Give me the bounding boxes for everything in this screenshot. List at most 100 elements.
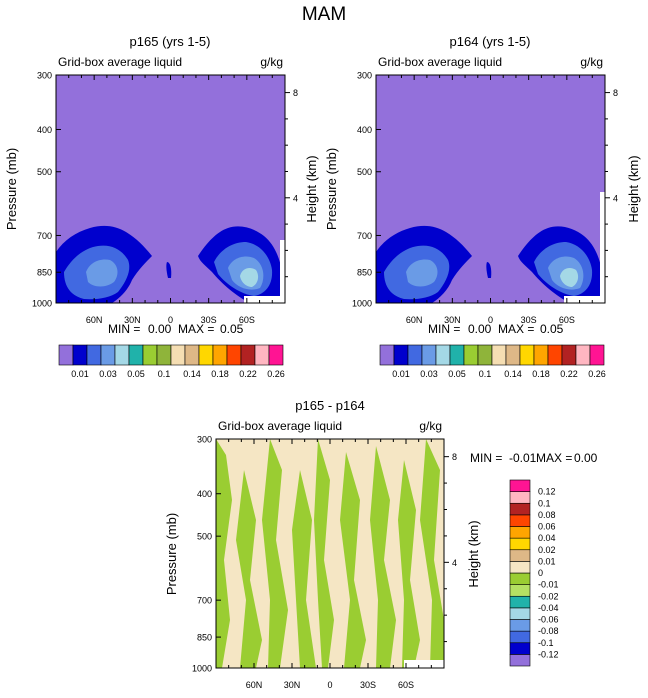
colorbar-label: 0.22 bbox=[560, 369, 578, 379]
min-value: 0.00 bbox=[148, 322, 172, 336]
x-tick-label: 30S bbox=[360, 680, 376, 690]
colorbar-swatch bbox=[170, 344, 186, 366]
colorbar-label: 0.14 bbox=[183, 369, 201, 379]
contour-band-0.05 bbox=[406, 259, 438, 287]
colorbar-label: 0.01 bbox=[392, 369, 410, 379]
max-label: MAX = bbox=[178, 322, 214, 336]
max-value: 0.05 bbox=[540, 322, 564, 336]
colorbar-swatch bbox=[589, 344, 605, 366]
y-axis-right-label: Height (km) bbox=[466, 520, 481, 587]
colorbar-swatch bbox=[184, 344, 200, 366]
main-title: MAM bbox=[302, 4, 346, 25]
colorbar-swatch bbox=[198, 344, 214, 366]
max-value: 0.00 bbox=[574, 451, 598, 465]
colorbar-swatch bbox=[509, 654, 531, 667]
y-right-tick-label: 8 bbox=[293, 88, 298, 98]
colorbar-label: 0.01 bbox=[538, 556, 556, 566]
contour-band-0.05 bbox=[86, 259, 118, 287]
min-value: 0.00 bbox=[468, 322, 492, 336]
colorbar-swatch bbox=[509, 595, 531, 609]
min-value: -0.01 bbox=[509, 451, 537, 465]
colorbar-swatch bbox=[509, 584, 531, 597]
colorbar-swatch bbox=[449, 344, 465, 366]
min-label: MIN = bbox=[470, 451, 502, 465]
colorbar-swatch bbox=[509, 549, 531, 562]
colorbar-label: 0.02 bbox=[538, 545, 556, 555]
colorbar-label: 0.05 bbox=[127, 369, 145, 379]
colorbar-label: 0.1 bbox=[479, 369, 492, 379]
colorbar-swatch bbox=[100, 344, 116, 366]
variable-label: Grid-box average liquid bbox=[58, 55, 182, 69]
colorbar-swatch bbox=[509, 561, 531, 574]
colorbar-swatch bbox=[421, 344, 437, 366]
colorbar-swatch bbox=[240, 344, 256, 366]
colorbar-label: 0.03 bbox=[420, 369, 438, 379]
y-tick-label: 400 bbox=[37, 125, 52, 135]
x-tick-label: 60N bbox=[246, 680, 263, 690]
panel-p165: p165 (yrs 1-5) Grid-box average liquid g… bbox=[4, 34, 319, 379]
colorbar-swatch bbox=[491, 344, 507, 366]
colorbar-label: 0.26 bbox=[267, 369, 285, 379]
colorbar-swatch bbox=[561, 344, 577, 366]
colorbar-label: 0 bbox=[538, 568, 543, 578]
colorbar-label: -0.04 bbox=[538, 603, 559, 613]
y-tick-label: 300 bbox=[357, 71, 372, 81]
colorbar-swatch bbox=[547, 344, 563, 366]
y-tick-label: 500 bbox=[197, 532, 212, 542]
colorbar-swatch bbox=[58, 344, 74, 366]
contour-band-negative bbox=[398, 460, 420, 668]
contour-field bbox=[376, 75, 605, 303]
variable-label: Grid-box average liquid bbox=[218, 419, 342, 433]
colorbar-swatch bbox=[393, 344, 409, 366]
y-axis-label: Pressure (mb) bbox=[164, 513, 179, 595]
y-tick-label: 1000 bbox=[352, 299, 372, 309]
panel-title: p165 (yrs 1-5) bbox=[130, 34, 211, 49]
panel-p164: p164 (yrs 1-5) Grid-box average liquid g… bbox=[324, 34, 641, 379]
units-label: g/kg bbox=[260, 55, 283, 69]
y-tick-label: 850 bbox=[37, 268, 52, 278]
panel-difference: p165 - p164 Grid-box average liquid g/kg… bbox=[164, 398, 598, 690]
contour-band-negative bbox=[292, 470, 316, 668]
colorbar-label: 0.1 bbox=[158, 369, 171, 379]
colorbar-swatch bbox=[254, 344, 270, 366]
y-tick-label: 400 bbox=[197, 489, 212, 499]
colorbar-swatch bbox=[477, 344, 493, 366]
y-axis-label: Pressure (mb) bbox=[4, 148, 19, 230]
colorbar-swatch bbox=[533, 344, 549, 366]
y-axis-right-label: Height (km) bbox=[304, 155, 319, 222]
y-right-tick-label: 4 bbox=[613, 193, 618, 203]
y-tick-label: 850 bbox=[197, 633, 212, 643]
y-tick-label: 1000 bbox=[32, 299, 52, 309]
colorbar-label: 0.08 bbox=[538, 510, 556, 520]
contour-band-negative bbox=[262, 439, 288, 668]
units-label: g/kg bbox=[419, 419, 442, 433]
colorbar-label: 0.26 bbox=[588, 369, 606, 379]
y-tick-label: 500 bbox=[37, 167, 52, 177]
contour-band-0.1-south bbox=[240, 268, 259, 287]
colorbar-swatch bbox=[509, 572, 531, 585]
contour-band-negative bbox=[236, 470, 262, 668]
y-tick-label: 300 bbox=[37, 71, 52, 81]
contour-band-negative bbox=[370, 446, 396, 668]
x-tick-label: 30S bbox=[521, 315, 537, 325]
colorbar-swatch bbox=[142, 344, 158, 366]
x-tick-label: 0 bbox=[168, 315, 173, 325]
contour-band-0.01-spot bbox=[486, 262, 492, 278]
missing-data bbox=[564, 296, 605, 303]
colorbar-swatch bbox=[86, 344, 102, 366]
x-tick-label: 30N bbox=[284, 680, 301, 690]
colorbar-swatch bbox=[509, 619, 531, 632]
colorbar-swatch bbox=[509, 537, 531, 551]
y-tick-label: 700 bbox=[37, 231, 52, 241]
y-axis-right-label: Height (km) bbox=[626, 155, 641, 222]
colorbar-swatch bbox=[505, 344, 521, 366]
colorbar-swatch bbox=[72, 344, 88, 366]
max-label: MAX = bbox=[498, 322, 534, 336]
contour-band-0.1-south bbox=[560, 268, 579, 287]
missing-data bbox=[404, 660, 444, 668]
colorbar-swatch bbox=[268, 344, 284, 366]
colorbar-label: 0.04 bbox=[538, 533, 556, 543]
colorbar-swatch bbox=[519, 344, 535, 366]
colorbar-label: 0.05 bbox=[448, 369, 466, 379]
colorbar-swatch bbox=[509, 491, 531, 504]
